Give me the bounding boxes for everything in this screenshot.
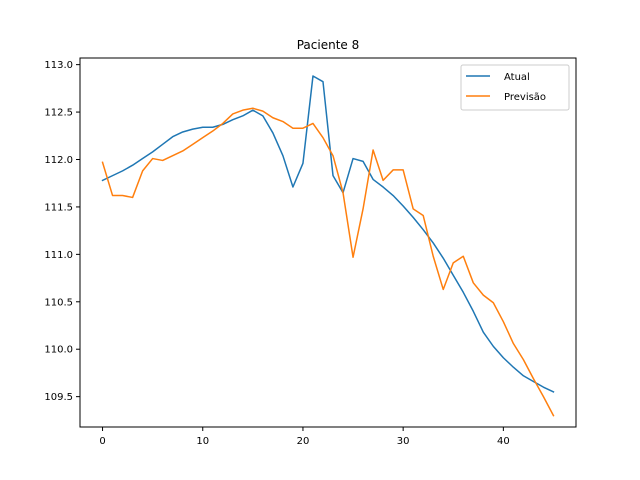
y-tick-label: 110.0	[44, 345, 73, 356]
plot-frame	[79, 57, 577, 428]
legend-label: Previsão	[504, 92, 546, 103]
series-layer	[101, 75, 555, 417]
x-axis: 0 10 20 30 40	[99, 427, 510, 447]
y-tick-label: 111.5	[44, 202, 73, 213]
series-line-previsao	[101, 107, 555, 417]
x-tick-label: 30	[397, 436, 410, 447]
x-tick-label: 0	[99, 436, 105, 447]
chart-title: Paciente 8	[297, 38, 360, 52]
x-tick-label: 40	[497, 436, 510, 447]
x-tick-label: 10	[196, 436, 209, 447]
legend: Atual Previsão	[460, 64, 570, 111]
legend-label: Atual	[504, 72, 530, 83]
y-tick-label: 109.5	[44, 392, 73, 403]
y-tick-label: 110.5	[44, 297, 73, 308]
y-tick-label: 111.0	[44, 250, 73, 261]
y-tick-label: 112.5	[44, 108, 73, 119]
y-tick-label: 113.0	[44, 60, 73, 71]
series-line-atual	[101, 75, 555, 393]
y-tick-label: 112.0	[44, 155, 73, 166]
y-axis: 109.5 110.0 110.5 111.0 111.5 112.0 112.5 113.0	[44, 60, 80, 403]
x-tick-label: 20	[297, 436, 310, 447]
